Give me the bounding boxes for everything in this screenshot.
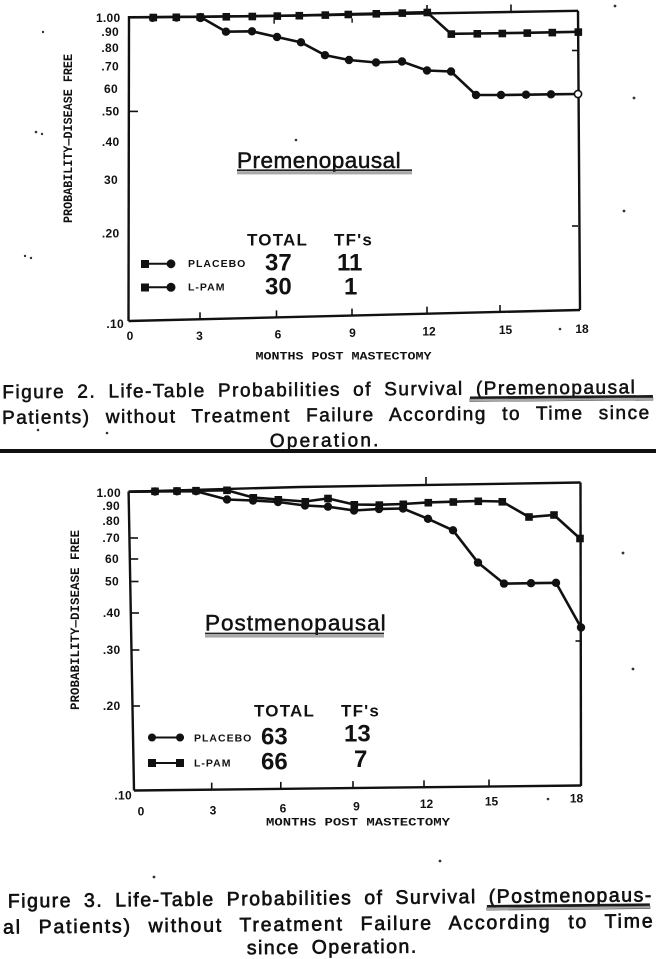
svg-text:30: 30 (104, 173, 118, 187)
svg-text:12: 12 (422, 325, 436, 339)
svg-text:30: 30 (265, 273, 292, 300)
svg-text:PLACEBO: PLACEBO (194, 733, 252, 745)
svg-text:3: 3 (210, 804, 217, 818)
svg-text:0: 0 (127, 329, 134, 343)
svg-text:18: 18 (575, 322, 589, 336)
svg-text:TOTAL: TOTAL (247, 231, 308, 250)
svg-text:L-PAM: L-PAM (194, 758, 231, 770)
svg-text:6: 6 (275, 328, 282, 342)
svg-text:15: 15 (485, 795, 499, 809)
svg-text:.70: .70 (101, 60, 119, 74)
svg-text:60: 60 (104, 82, 118, 96)
svg-text:PLACEBO: PLACEBO (188, 258, 246, 270)
svg-text:60: 60 (105, 552, 119, 566)
svg-text:.50: .50 (102, 105, 120, 119)
svg-text:.10: .10 (106, 317, 124, 331)
svg-text:50: 50 (105, 575, 119, 589)
svg-text:Figure 2. Life-Table Probabili: Figure 2. Life-Table Probabilities of Su… (2, 377, 636, 403)
svg-text:7: 7 (354, 746, 367, 773)
svg-text:TF's: TF's (334, 231, 373, 250)
svg-text:.80: .80 (102, 514, 120, 528)
svg-text:.70: .70 (102, 531, 120, 545)
svg-text:15: 15 (499, 323, 513, 337)
svg-text:MONTHS POST MASTECTOMY: MONTHS POST MASTECTOMY (256, 352, 432, 364)
svg-text:12: 12 (420, 797, 434, 811)
svg-text:L-PAM: L-PAM (188, 282, 225, 294)
svg-text:.20: .20 (103, 699, 121, 713)
svg-text:1.00: 1.00 (96, 11, 121, 25)
svg-text:13: 13 (344, 721, 371, 748)
svg-text:since Operation.: since Operation. (247, 936, 418, 959)
svg-text:TF's: TF's (341, 702, 380, 721)
svg-text:.30: .30 (103, 643, 121, 657)
svg-text:.80: .80 (101, 41, 119, 55)
svg-text:37: 37 (265, 249, 292, 276)
svg-text:0: 0 (138, 805, 145, 819)
svg-text:.10: .10 (114, 789, 132, 803)
svg-text:63: 63 (261, 724, 288, 751)
svg-text:PROBABILITY—DISEASE FREE: PROBABILITY—DISEASE FREE (62, 54, 76, 223)
svg-text:PROBABILITY—DISEASE FREE: PROBABILITY—DISEASE FREE (69, 530, 83, 710)
svg-text:1: 1 (344, 273, 357, 300)
svg-text:9: 9 (349, 326, 356, 340)
svg-text:66: 66 (261, 749, 288, 776)
svg-text:Postmenopausal: Postmenopausal (205, 611, 387, 636)
svg-text:.40: .40 (102, 135, 120, 149)
svg-text:6: 6 (280, 802, 287, 816)
svg-text:11: 11 (337, 249, 362, 276)
svg-text:9: 9 (353, 800, 360, 814)
svg-text:MONTHS POST MASTECTOMY: MONTHS POST MASTECTOMY (266, 818, 450, 830)
svg-text:18: 18 (570, 792, 584, 806)
svg-text:3: 3 (196, 329, 203, 343)
svg-text:.90: .90 (101, 25, 119, 39)
svg-text:.40: .40 (103, 606, 121, 620)
svg-text:al Patients) without Treatment: al Patients) without Treatment Failure A… (3, 910, 655, 938)
svg-text:.90: .90 (102, 499, 120, 513)
svg-text:Patients) without Treatment Fa: Patients) without Treatment Failure Acco… (2, 403, 651, 429)
svg-text:.20: .20 (102, 226, 120, 240)
svg-text:Operation.: Operation. (270, 430, 381, 452)
svg-text:1.00: 1.00 (96, 486, 121, 500)
svg-text:Premenopausal: Premenopausal (237, 148, 401, 173)
svg-text:TOTAL: TOTAL (254, 702, 315, 721)
